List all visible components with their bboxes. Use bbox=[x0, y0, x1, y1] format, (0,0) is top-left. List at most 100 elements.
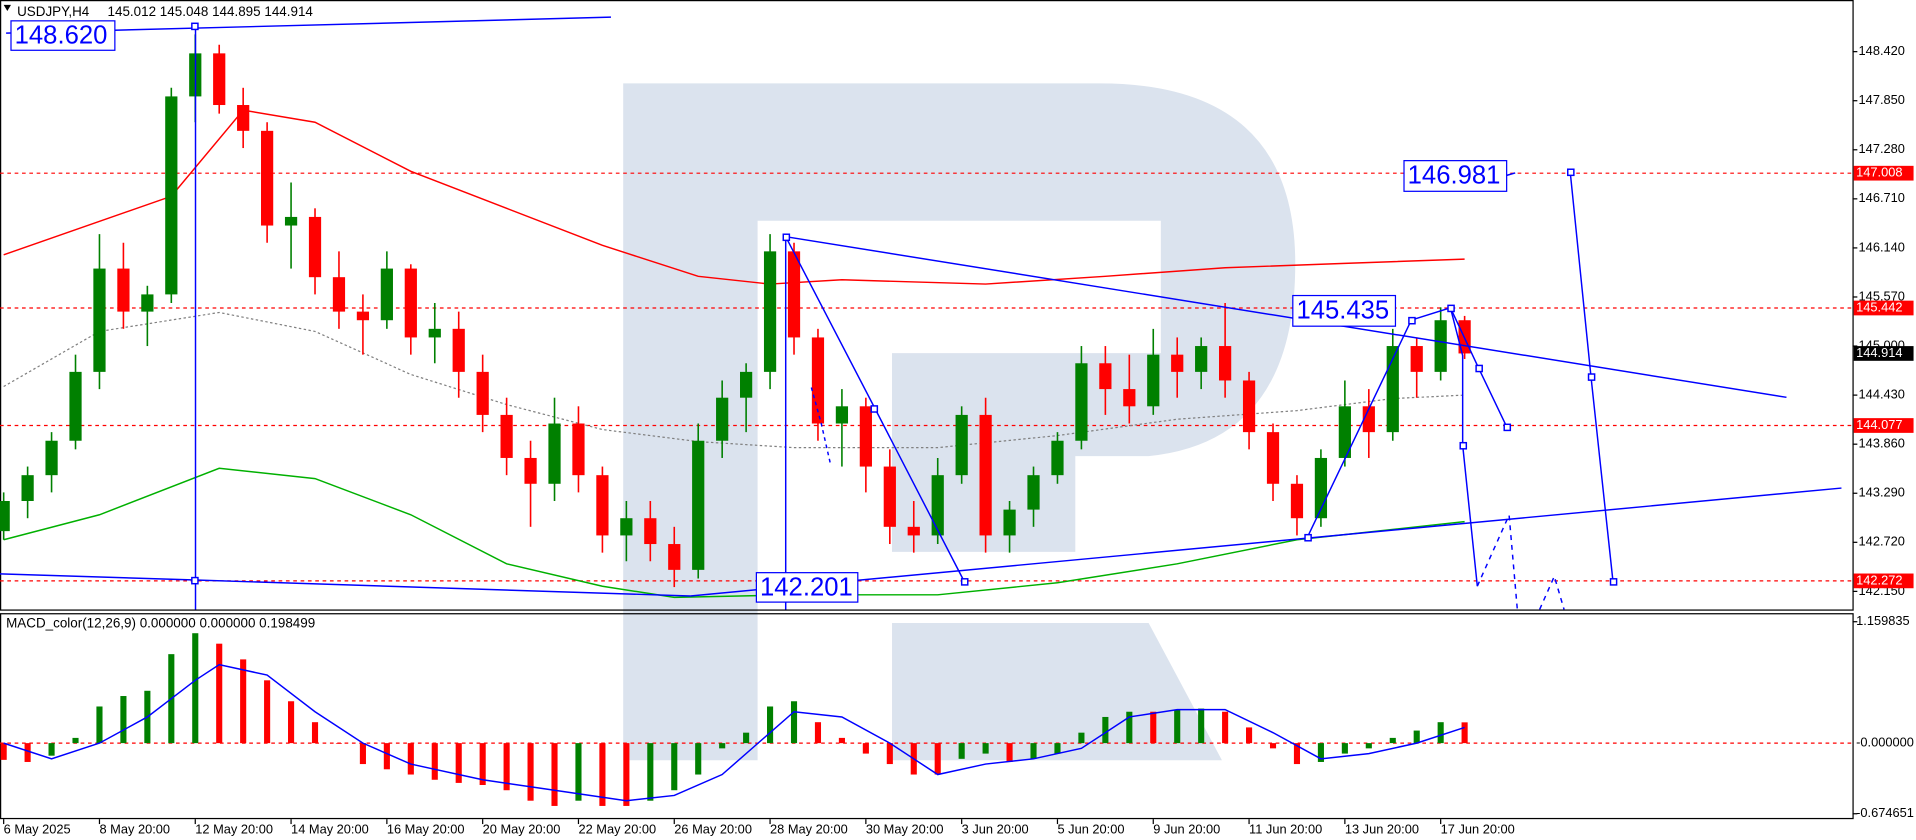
y-tick-label: 142.720 bbox=[1859, 534, 1905, 549]
level-label: 144.077 bbox=[1856, 417, 1902, 432]
candle-body bbox=[1242, 380, 1256, 433]
candle-body bbox=[332, 277, 346, 312]
macd-bar bbox=[72, 737, 79, 744]
last-price-tag bbox=[1853, 346, 1914, 361]
annotation: 142.201 bbox=[760, 573, 853, 601]
y-tick-label: 145.570 bbox=[1859, 288, 1905, 303]
macd-bar bbox=[407, 743, 414, 775]
macd-bar bbox=[479, 743, 486, 785]
macd-bar bbox=[431, 743, 438, 780]
candle-body bbox=[69, 371, 82, 441]
macd-bar bbox=[120, 696, 127, 744]
level-label: 147.008 bbox=[1856, 165, 1902, 180]
x-tick-label: 26 May 20:00 bbox=[674, 822, 752, 837]
candle-body bbox=[452, 328, 465, 372]
x-tick-label: 3 Jun 20:00 bbox=[962, 822, 1029, 837]
macd-bar bbox=[1102, 716, 1109, 744]
annotation: 146.981 bbox=[1408, 161, 1501, 189]
annotation: 148.620 bbox=[15, 22, 108, 50]
drawings bbox=[0, 34, 1853, 806]
candle-body bbox=[1266, 432, 1280, 484]
candle-body bbox=[883, 466, 896, 527]
macd-bar bbox=[623, 743, 630, 806]
macd-bar bbox=[551, 743, 558, 806]
x-tick-label: 22 May 20:00 bbox=[578, 822, 656, 837]
x-tick-label: 13 Jun 20:00 bbox=[1345, 822, 1419, 837]
candle-body bbox=[955, 414, 968, 476]
x-tick-label: 16 May 20:00 bbox=[387, 822, 465, 837]
macd-bar bbox=[216, 643, 223, 744]
candle-body bbox=[716, 397, 729, 441]
macd-title: MACD_color(12,26,9) 0.000000 0.000000 0.… bbox=[6, 616, 315, 631]
candle-body bbox=[237, 105, 250, 131]
macd-panel-frame bbox=[0, 613, 1854, 820]
menu-arrow[interactable] bbox=[3, 4, 11, 12]
candle-body bbox=[0, 500, 10, 532]
macd-bar bbox=[335, 743, 343, 744]
macd-bar bbox=[311, 722, 319, 744]
y-tick-label: 144.430 bbox=[1859, 386, 1905, 401]
macd-bar bbox=[743, 732, 750, 744]
candle-body bbox=[213, 53, 226, 106]
macd-bar bbox=[1365, 743, 1372, 749]
candle-body bbox=[763, 251, 777, 372]
macd-bar bbox=[1222, 711, 1229, 744]
candle-body bbox=[1123, 389, 1136, 407]
candle-body bbox=[1386, 346, 1399, 433]
macd-bar bbox=[671, 743, 678, 791]
candle-body bbox=[117, 268, 130, 312]
y-tick-label: -0.674651 bbox=[1856, 805, 1914, 820]
candle-body bbox=[979, 414, 992, 536]
candle-body bbox=[1051, 440, 1064, 476]
candle-body bbox=[284, 216, 298, 226]
candle-body bbox=[1362, 406, 1375, 433]
candle-body bbox=[1099, 363, 1112, 390]
macd-bar bbox=[1030, 743, 1037, 759]
macd-bar bbox=[1389, 737, 1396, 744]
x-tick-label: 14 May 20:00 bbox=[291, 822, 369, 837]
macd-bar bbox=[982, 743, 989, 754]
candle-body bbox=[668, 544, 681, 570]
candle-body bbox=[1171, 354, 1184, 372]
macd-bar bbox=[767, 706, 774, 744]
level-label: 142.272 bbox=[1856, 572, 1902, 587]
macd-bar bbox=[1198, 708, 1205, 744]
y-tick-label: 146.710 bbox=[1859, 190, 1905, 205]
macd-bar bbox=[240, 659, 247, 744]
y-tick-label: 147.280 bbox=[1859, 141, 1905, 156]
y-tick-label: 143.860 bbox=[1859, 436, 1905, 451]
candle-body bbox=[308, 216, 322, 278]
candle-body bbox=[931, 475, 944, 536]
y-tick-label: 1.159835 bbox=[1856, 613, 1909, 628]
macd-bar bbox=[647, 743, 654, 801]
candle-body bbox=[1075, 363, 1088, 441]
macd-bar bbox=[862, 743, 869, 754]
level-tag bbox=[1853, 418, 1914, 433]
x-tick-label: 11 Jun 20:00 bbox=[1249, 822, 1322, 837]
candle-body bbox=[428, 328, 441, 338]
moving-average bbox=[3, 467, 1465, 599]
macd-bar bbox=[958, 743, 965, 759]
y-tick-label: 148.420 bbox=[1859, 43, 1905, 58]
price-axis: 148.420 147.850 147.280 146.710 146.140 145.5… bbox=[3, 43, 1914, 837]
candle-body bbox=[141, 294, 154, 312]
macd-bar bbox=[1174, 709, 1181, 744]
signal-line bbox=[3, 663, 1465, 802]
y-tick-label: 143.290 bbox=[1859, 485, 1905, 500]
annotation: 145.435 bbox=[1296, 296, 1389, 324]
macd-bar bbox=[359, 743, 366, 765]
macd-bar bbox=[383, 743, 390, 770]
macd-bar bbox=[1317, 743, 1324, 762]
candle-body bbox=[524, 457, 537, 484]
candle-body bbox=[1410, 346, 1423, 372]
candle-body bbox=[644, 518, 657, 545]
candle-body bbox=[1003, 509, 1016, 536]
macd-bar bbox=[1269, 743, 1277, 749]
candle-body bbox=[1434, 320, 1447, 372]
level-tag bbox=[1853, 573, 1914, 589]
candle-body bbox=[476, 371, 489, 415]
macd-bar bbox=[503, 743, 510, 791]
macd-bar bbox=[1341, 743, 1348, 754]
